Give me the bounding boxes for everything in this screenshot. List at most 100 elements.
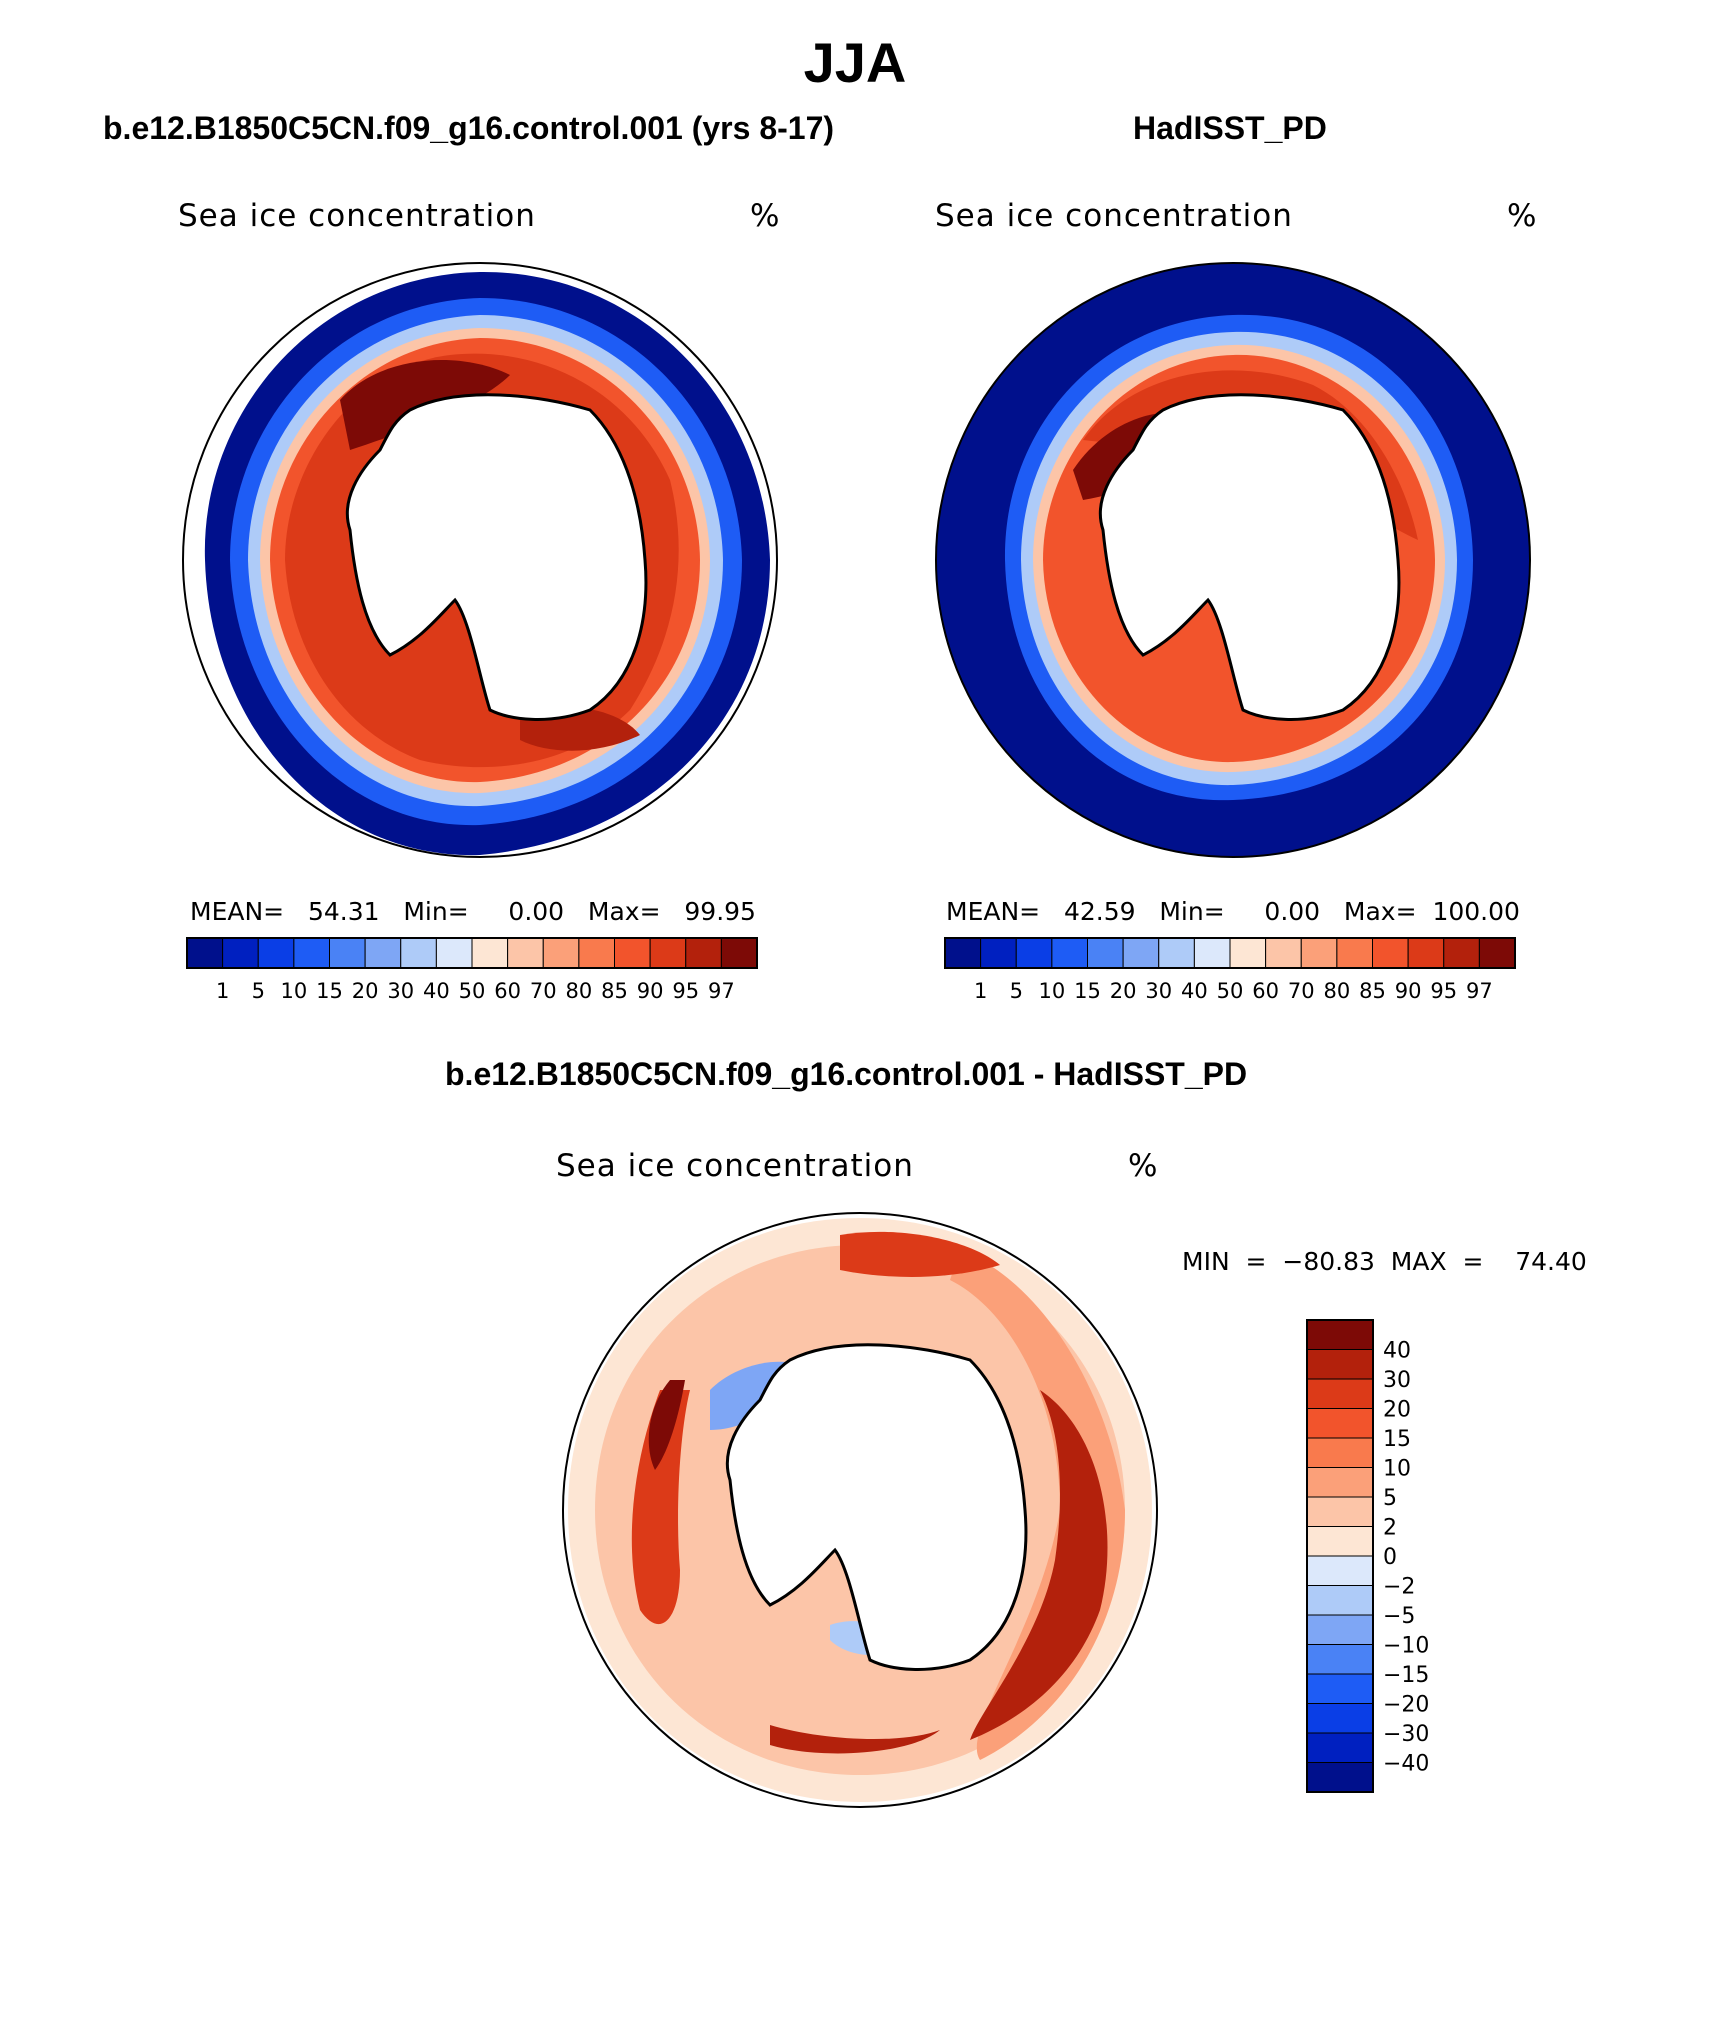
diff-colorbar-swatch xyxy=(1306,1378,1374,1409)
diff-colorbar-swatch xyxy=(1306,1703,1374,1734)
diff-colorbar-tick-label: 5 xyxy=(1383,1486,1397,1511)
diff-colorbar-tick-label: −15 xyxy=(1383,1663,1429,1688)
obs-units-label: % xyxy=(1507,198,1538,234)
obs-colorbar-tick-label: 60 xyxy=(1252,979,1279,1003)
obs-colorbar-swatch xyxy=(1265,937,1302,969)
obs-colorbar-tick-label: 95 xyxy=(1430,979,1457,1003)
diff-colorbar-swatch xyxy=(1306,1644,1374,1675)
model-colorbar-swatch xyxy=(400,937,437,969)
diff-colorbar-tick-label: −40 xyxy=(1383,1752,1429,1777)
obs-colorbar-swatch xyxy=(1372,937,1409,969)
diff-colorbar-tick-label: −30 xyxy=(1383,1722,1429,1747)
model-colorbar-tick-label: 10 xyxy=(281,979,308,1003)
diff-colorbar-tick-label: 0 xyxy=(1383,1545,1397,1570)
antarctica-landmass xyxy=(1098,393,1401,721)
obs-case-title: HadISST_PD xyxy=(1133,110,1327,146)
obs-map-boundary xyxy=(935,262,1531,858)
model-colorbar-tick-label: 40 xyxy=(423,979,450,1003)
obs-colorbar-tick-label: 1 xyxy=(974,979,987,1003)
model-colorbar-tick-label: 60 xyxy=(494,979,521,1003)
obs-colorbar-swatch xyxy=(1478,937,1516,969)
obs-colorbar-tick-label: 70 xyxy=(1288,979,1315,1003)
obs-colorbar-swatch xyxy=(1015,937,1053,969)
obs-colorbar-tick-label: 90 xyxy=(1395,979,1422,1003)
antarctica-landmass xyxy=(345,393,648,721)
obs-colorbar-swatch xyxy=(1193,937,1231,969)
model-colorbar-tick-label: 97 xyxy=(708,979,735,1003)
diff-colorbar-swatch xyxy=(1306,1349,1374,1380)
obs-colorbar-tick-label: 85 xyxy=(1359,979,1386,1003)
model-colorbar-tick-label: 80 xyxy=(566,979,593,1003)
diff-colorbar-tick-label: 40 xyxy=(1383,1339,1411,1364)
model-map-boundary xyxy=(182,262,778,858)
model-colorbar-tick-label: 70 xyxy=(530,979,557,1003)
model-colorbar-swatch xyxy=(685,937,722,969)
diff-colorbar-swatch xyxy=(1306,1319,1374,1350)
model-variable-label: Sea ice concentration xyxy=(178,198,536,234)
obs-colorbar-tick-label: 30 xyxy=(1145,979,1172,1003)
diff-stats: MIN = −80.83 MAX = 74.40 xyxy=(1182,1247,1587,1276)
model-colorbar-swatch xyxy=(364,937,402,969)
diff-polar-map xyxy=(562,1212,1158,1808)
figure-title: JJA xyxy=(803,31,907,94)
obs-variable-label: Sea ice concentration xyxy=(935,198,1293,234)
obs-colorbar-swatch xyxy=(1229,937,1267,969)
diff-case-title: b.e12.B1850C5CN.f09_g16.control.001 - Ha… xyxy=(445,1056,1248,1092)
model-colorbar-swatch xyxy=(720,937,758,969)
diff-colorbar-swatch xyxy=(1306,1732,1374,1763)
obs-stats: MEAN= 42.59 Min= 0.00 Max= 100.00 xyxy=(946,897,1520,926)
obs-colorbar-swatch xyxy=(944,937,982,969)
obs-colorbar-tick-label: 50 xyxy=(1217,979,1244,1003)
model-colorbar-swatch xyxy=(578,937,615,969)
model-colorbar-swatch xyxy=(257,937,295,969)
model-colorbar-tick-label: 20 xyxy=(352,979,379,1003)
diff-colorbar-tick-label: 2 xyxy=(1383,1516,1397,1541)
model-colorbar-tick-label: 90 xyxy=(637,979,664,1003)
diff-colorbar-tick-label: 30 xyxy=(1383,1368,1411,1393)
diff-colorbar-tick-label: −10 xyxy=(1383,1634,1429,1659)
diff-variable-label: Sea ice concentration xyxy=(556,1148,914,1184)
model-colorbar-swatch xyxy=(329,937,366,969)
diff-colorbar-swatch xyxy=(1306,1614,1374,1645)
model-colorbar-tick-label: 5 xyxy=(252,979,265,1003)
model-colorbar-swatch xyxy=(542,937,580,969)
obs-colorbar-tick-label: 97 xyxy=(1466,979,1493,1003)
obs-colorbar-swatch xyxy=(1158,937,1195,969)
diff-colorbar-swatch xyxy=(1306,1496,1374,1527)
obs-colorbar-swatch xyxy=(1443,937,1480,969)
obs-colorbar-swatch xyxy=(980,937,1017,969)
obs-colorbar-tick-label: 40 xyxy=(1181,979,1208,1003)
model-colorbar-swatch xyxy=(435,937,473,969)
diff-colorbar-swatch xyxy=(1306,1526,1374,1557)
model-units-label: % xyxy=(750,198,781,234)
diff-colorbar-tick-label: 10 xyxy=(1383,1457,1411,1482)
model-colorbar-swatch xyxy=(293,937,330,969)
model-colorbar-tick-label: 1 xyxy=(216,979,229,1003)
model-colorbar-swatch xyxy=(649,937,687,969)
obs-colorbar: 1 5 10 15 20 30 40 50 60 70 80 85 90 95 97 xyxy=(944,937,1516,1003)
diff-colorbar-swatch xyxy=(1306,1555,1374,1586)
diff-map-boundary xyxy=(562,1212,1158,1808)
model-case-title: b.e12.B1850C5CN.f09_g16.control.001 (yrs… xyxy=(103,110,835,146)
model-colorbar: 1 5 10 15 20 30 40 50 60 70 80 85 90 95 97 xyxy=(186,937,758,1003)
model-colorbar-swatch xyxy=(614,937,651,969)
diff-colorbar-tick-label: 15 xyxy=(1383,1427,1411,1452)
obs-colorbar-swatch xyxy=(1051,937,1088,969)
diff-colorbar-swatch xyxy=(1306,1467,1374,1498)
obs-colorbar-swatch xyxy=(1407,937,1445,969)
model-colorbar-swatch xyxy=(471,937,509,969)
positive-anomaly-band xyxy=(970,1390,1108,1740)
model-colorbar-tick-label: 85 xyxy=(601,979,628,1003)
diff-colorbar-swatch xyxy=(1306,1408,1374,1439)
model-colorbar-swatch xyxy=(507,937,544,969)
obs-colorbar-tick-label: 5 xyxy=(1010,979,1023,1003)
diff-colorbar-swatch xyxy=(1306,1585,1374,1616)
model-colorbar-tick-label: 95 xyxy=(672,979,699,1003)
obs-polar-map xyxy=(935,262,1531,858)
diff-colorbar-swatch xyxy=(1306,1673,1374,1704)
obs-colorbar-tick-label: 20 xyxy=(1110,979,1137,1003)
diff-colorbar-tick-label: 20 xyxy=(1383,1398,1411,1423)
obs-colorbar-swatch xyxy=(1336,937,1373,969)
obs-colorbar-tick-label: 80 xyxy=(1324,979,1351,1003)
